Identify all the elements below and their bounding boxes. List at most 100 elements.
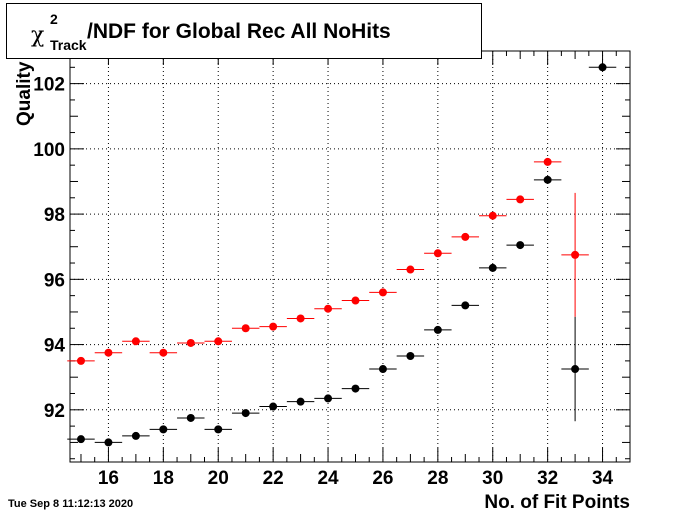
data-point (259, 402, 287, 411)
marker (351, 384, 360, 393)
data-point (533, 175, 562, 184)
title-superscript: 2 (50, 11, 58, 27)
x-tick-label: 28 (427, 468, 448, 489)
data-point (396, 265, 425, 274)
data-point (122, 431, 150, 440)
data-point (341, 384, 370, 393)
data-point (67, 356, 95, 365)
x-tick-label: 24 (317, 468, 339, 489)
marker (241, 409, 250, 418)
marker (378, 288, 387, 297)
data-point (94, 438, 123, 447)
y-tick-label: 100 (33, 140, 65, 161)
marker (159, 425, 168, 434)
timestamp: Tue Sep 8 11:12:13 2020 (8, 498, 134, 510)
data-point (314, 304, 342, 313)
marker (324, 304, 333, 313)
data-point (314, 394, 342, 403)
data-point (451, 301, 480, 310)
marker (214, 337, 223, 346)
marker (296, 397, 305, 406)
data-point (122, 337, 150, 346)
marker (461, 301, 470, 310)
x-tick-label: 22 (263, 468, 284, 489)
title-chi-symbol: χ (31, 23, 45, 48)
x-tick-label: 34 (592, 468, 614, 489)
marker (131, 431, 140, 440)
marker (186, 338, 195, 347)
marker (488, 211, 497, 220)
marker (159, 348, 168, 357)
x-tick-label: 30 (482, 468, 503, 489)
data-point (451, 232, 480, 241)
marker (241, 324, 250, 333)
chart-title-box: χ 2 Track /NDF for Global Rec All NoHits (6, 3, 482, 59)
marker (186, 413, 195, 422)
marker (104, 348, 113, 357)
marker (378, 365, 387, 374)
data-point (561, 316, 589, 422)
data-point (424, 249, 452, 258)
marker (571, 250, 580, 259)
marker (131, 337, 140, 346)
marker (543, 175, 552, 184)
marker (104, 438, 113, 447)
data-point (204, 425, 232, 434)
data-point (506, 241, 534, 250)
data-point (479, 263, 507, 272)
data-point (177, 338, 205, 347)
marker (76, 356, 85, 365)
grid-lines (70, 51, 630, 462)
data-point (369, 288, 397, 297)
marker (324, 394, 333, 403)
marker (516, 241, 525, 250)
data-point (231, 409, 260, 418)
y-tick-label: 96 (44, 270, 65, 291)
y-tick-label: 94 (44, 336, 66, 357)
chart-title: /NDF for Global Rec All NoHits (87, 20, 391, 43)
data-point (424, 325, 452, 334)
marker (571, 365, 580, 374)
marker (433, 249, 442, 258)
marker (461, 232, 470, 241)
title-subscript: Track (50, 37, 87, 53)
y-tick-label: 98 (44, 205, 65, 226)
marker (598, 63, 607, 72)
data-point (149, 425, 178, 434)
data-point (286, 314, 315, 323)
data-point (231, 324, 260, 333)
y-tick-label: 92 (44, 401, 65, 422)
x-tick-label: 32 (537, 468, 558, 489)
tick-labels: 16 18 20 22 24 26 28 30 32 34 92 94 96 98 100 102 (33, 75, 613, 489)
marker (351, 296, 360, 305)
data-marks (67, 63, 617, 447)
x-tick-label: 26 (372, 468, 393, 489)
data-point (561, 192, 589, 317)
marker (76, 435, 85, 444)
marker (296, 314, 305, 323)
data-point (396, 351, 425, 360)
data-point (286, 397, 315, 406)
marker (433, 325, 442, 334)
marker (406, 265, 415, 274)
marker (406, 351, 415, 360)
x-axis-label: No. of Fit Points (484, 492, 630, 513)
marker (516, 195, 525, 204)
data-point (177, 413, 205, 422)
marker (214, 425, 223, 434)
x-tick-label: 18 (153, 468, 174, 489)
data-point (67, 435, 95, 444)
y-tick-label: 102 (33, 75, 65, 96)
marker (488, 263, 497, 272)
data-point (588, 63, 617, 72)
data-point (506, 195, 534, 204)
data-point (341, 296, 370, 305)
plot-frame (69, 50, 631, 463)
marker (269, 322, 278, 331)
data-point (259, 322, 287, 331)
x-tick-label: 20 (208, 468, 229, 489)
data-point (533, 157, 562, 166)
data-point (369, 365, 397, 374)
y-axis-label: Quality (14, 61, 35, 126)
